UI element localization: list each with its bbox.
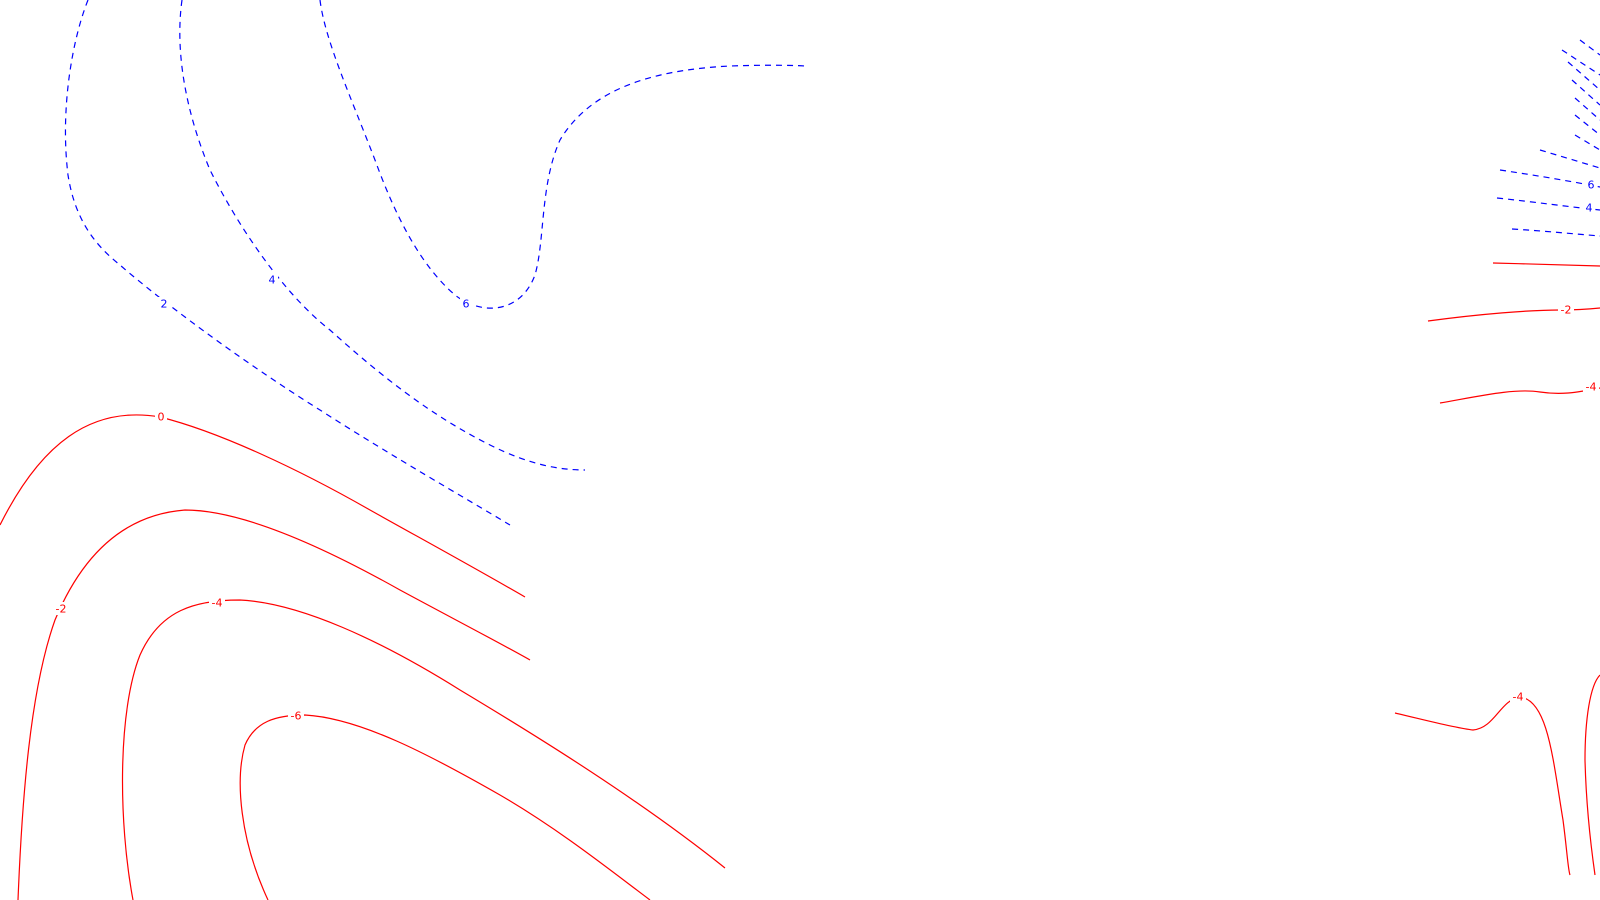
contour-line-2: [64, 0, 511, 526]
contour-label-right-4: 4: [1586, 202, 1593, 215]
contour-line-right-a: [1579, 39, 1600, 56]
contour-line-right-e: [1574, 97, 1600, 121]
contour-label-neg-2: -2: [56, 603, 67, 616]
contour-label-right-neg-4-lower: -4: [1513, 691, 1524, 704]
contour-line-right-neg-edge: [1584, 674, 1600, 876]
contour-line-right-d: [1571, 79, 1600, 106]
contour-line-right-neg-4-upper: [1439, 387, 1600, 404]
contour-line-neg-6: [239, 714, 651, 900]
contour-line-neg-4: [121, 599, 726, 900]
contour-line-4: [179, 0, 586, 471]
contour-line-right-g: [1574, 134, 1600, 151]
contour-line-right-c: [1567, 61, 1600, 91]
contour-line-right-0: [1492, 262, 1600, 267]
negative-contours-left: [0, 414, 726, 900]
contour-label-4: 4: [269, 274, 276, 287]
contour-line-right-2: [1511, 228, 1600, 237]
contour-line-right-f: [1574, 114, 1600, 136]
contour-label-0: 0: [158, 411, 165, 424]
contour-line-right-h: [1539, 149, 1600, 169]
contour-label-right-neg-2: -2: [1561, 304, 1572, 317]
contour-line-6: [319, 0, 806, 309]
contour-line-right-b: [1561, 49, 1600, 76]
contour-label-2: 2: [161, 298, 168, 311]
contour-line-0: [0, 414, 526, 598]
contour-label-neg-4: -4: [212, 597, 223, 610]
contour-label-neg-6: -6: [291, 710, 302, 723]
contour-label-right-6: 6: [1588, 179, 1595, 192]
contour-line-right-neg-4-lower: [1394, 696, 1571, 876]
negative-contours-right: [1394, 262, 1600, 876]
contour-label-right-neg-4-upper: -4: [1586, 381, 1597, 394]
positive-contours-left: [64, 0, 806, 526]
contour-labels: 2 4 6 0 -2 -4 -6 6 4 -2 -4 -4: [52, 179, 1599, 723]
contour-label-6: 6: [463, 298, 470, 311]
contour-line-right-neg-2: [1427, 307, 1600, 322]
contour-line-neg-2: [17, 509, 531, 900]
